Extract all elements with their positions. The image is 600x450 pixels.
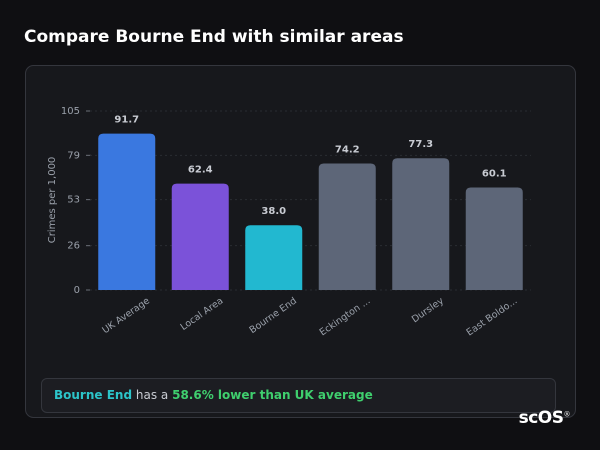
bar xyxy=(245,225,303,290)
logo-text: scOS xyxy=(518,408,564,428)
y-tick-label: 79 xyxy=(67,150,80,161)
bar xyxy=(98,133,156,290)
note-highlight: 58.6% lower than UK average xyxy=(172,388,373,402)
value-label: 91.7 xyxy=(114,115,139,126)
y-axis-label: Crimes per 1,000 xyxy=(47,157,58,244)
value-label: 62.4 xyxy=(188,165,213,176)
area-name: Bourne End xyxy=(54,388,133,402)
value-label: 60.1 xyxy=(482,169,507,180)
logo-mark: ® xyxy=(563,410,571,419)
note-text: has a xyxy=(135,388,169,402)
page-title: Compare Bourne End with similar areas xyxy=(24,27,404,47)
value-label: 74.2 xyxy=(335,145,360,156)
y-tick-label: 0 xyxy=(74,285,80,296)
bar xyxy=(171,183,229,290)
value-label: 38.0 xyxy=(261,206,286,217)
bar xyxy=(465,187,523,290)
bar xyxy=(392,158,450,290)
y-tick-label: 53 xyxy=(67,195,80,206)
y-tick-label: 105 xyxy=(61,106,80,117)
value-label: 77.3 xyxy=(408,139,433,150)
bar xyxy=(318,163,376,290)
logo: scOS® xyxy=(518,408,571,428)
summary-note: Bourne End has a 58.6% lower than UK ave… xyxy=(41,378,556,413)
y-tick-label: 26 xyxy=(67,241,80,252)
